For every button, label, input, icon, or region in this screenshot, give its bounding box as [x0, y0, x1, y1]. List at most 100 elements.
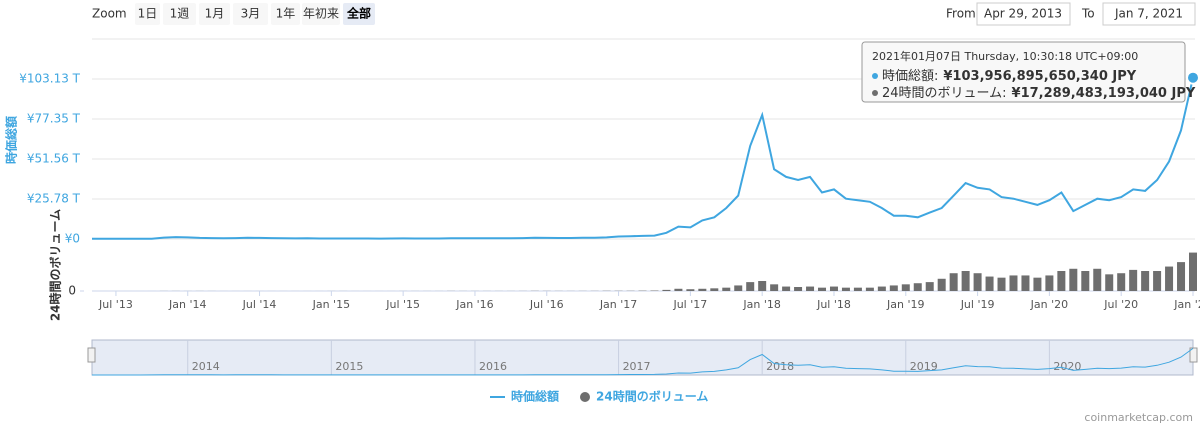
- credit: coinmarketcap.com: [1084, 411, 1193, 424]
- volume-bar: [782, 286, 791, 291]
- x-tick-label: Jan '16: [455, 298, 493, 311]
- volume-bar: [889, 285, 898, 291]
- x-tick-label: Jul '20: [1103, 298, 1138, 311]
- y-tick-label: ¥0: [65, 232, 80, 246]
- volume-bar: [734, 285, 743, 291]
- volume-bar: [973, 273, 982, 291]
- zoom-button-label[interactable]: 年初来: [303, 7, 339, 21]
- volume-bar: [1165, 266, 1174, 291]
- to-input[interactable]: [1102, 2, 1196, 26]
- volume-bar: [1033, 277, 1042, 291]
- tooltip-dot: [872, 90, 878, 96]
- tooltip-header: 2021年01月07日 Thursday, 10:30:18 UTC+09:00: [872, 49, 1138, 63]
- navigator-label: 2020: [1053, 360, 1081, 373]
- from-value[interactable]: Apr 29, 2013: [984, 7, 1062, 21]
- x-tick-label: Jul '14: [242, 298, 277, 311]
- navigator-line: [92, 347, 1194, 376]
- tooltip: [861, 41, 1186, 103]
- navigator-label: 2017: [623, 360, 651, 373]
- zoom-button-label[interactable]: 全部: [346, 6, 371, 21]
- volume-bar: [1081, 271, 1090, 291]
- volume-bar: [865, 287, 874, 291]
- tooltip-row-label: 時価総額:: [882, 69, 938, 84]
- volume-bar: [1021, 275, 1030, 291]
- to-value[interactable]: Jan 7, 2021: [1114, 7, 1183, 21]
- volume-bar: [1069, 268, 1078, 291]
- navigator-label: 2016: [479, 360, 507, 373]
- zoom-button-label[interactable]: 1年: [276, 7, 296, 21]
- volume-bar: [710, 288, 719, 291]
- volume-bar: [1045, 275, 1054, 291]
- legend-label[interactable]: 時価総額: [511, 389, 559, 404]
- x-tick-label: Jan '20: [1030, 298, 1068, 311]
- volume-bar: [1189, 252, 1197, 291]
- x-tick-label: Jul '15: [385, 298, 420, 311]
- x-tick-label: Jan '15: [312, 298, 350, 311]
- y2-axis-title: 24時間のボリューム: [48, 209, 63, 321]
- volume-bar: [794, 287, 803, 291]
- volume-bar: [1129, 269, 1138, 291]
- volume-bar: [961, 271, 970, 291]
- y-tick-label: ¥25.78 T: [27, 192, 81, 206]
- navigator-label: 2019: [910, 360, 938, 373]
- volume-bar: [770, 284, 779, 291]
- y-tick-label: ¥77.35 T: [27, 111, 81, 125]
- zoom-button[interactable]: [163, 3, 196, 25]
- tooltip-row: 24時間のボリューム: ¥17,289,483,193,040 JPY: [882, 86, 1196, 101]
- legend-label[interactable]: 24時間のボリューム: [596, 389, 708, 404]
- volume-bar: [877, 286, 886, 291]
- tooltip-row-label: 24時間のボリューム:: [882, 86, 1007, 101]
- volume-bar: [841, 287, 850, 291]
- to-label: To: [1081, 7, 1095, 21]
- volume-bar: [985, 276, 994, 291]
- volume-bar: [949, 273, 958, 291]
- zoom-button-label[interactable]: 1月: [205, 7, 225, 21]
- zoom-button[interactable]: [302, 3, 340, 25]
- tooltip-row: 時価総額: ¥103,956,895,650,340 JPY: [882, 69, 1137, 84]
- from-input[interactable]: [976, 2, 1071, 26]
- navigator-label: 2015: [335, 360, 363, 373]
- volume-bar: [1093, 268, 1102, 291]
- volume-bar: [722, 287, 731, 291]
- volume-bar: [806, 286, 815, 291]
- volume-bar: [1141, 271, 1150, 291]
- y-tick-label: ¥51.56 T: [27, 152, 81, 166]
- y-axis-title: 時価総額: [4, 116, 19, 164]
- volume-bar: [1105, 274, 1114, 291]
- zoom-button[interactable]: [233, 3, 268, 25]
- volume-bar: [901, 284, 910, 291]
- zoom-button[interactable]: [135, 3, 160, 25]
- volume-bar: [662, 289, 671, 291]
- volume-bar: [937, 278, 946, 291]
- from-label: From: [946, 7, 976, 21]
- navigator-handle[interactable]: [1189, 347, 1198, 363]
- tooltip-row-value: ¥103,956,895,650,340 JPY: [943, 69, 1136, 84]
- x-tick-label: Jan '14: [168, 298, 206, 311]
- navigator-label: 2014: [192, 360, 220, 373]
- x-tick-label: Jul '19: [960, 298, 995, 311]
- volume-bar: [674, 288, 683, 291]
- zoom-button[interactable]: [199, 3, 230, 25]
- navigator-handle[interactable]: [87, 347, 96, 363]
- legend-dot[interactable]: [580, 392, 590, 402]
- volume-bar: [686, 289, 695, 291]
- tooltip-row-value: ¥17,289,483,193,040 JPY: [1012, 86, 1196, 101]
- y-tick-label: ¥103.13 T: [19, 71, 80, 85]
- volume-bar: [1057, 271, 1066, 291]
- x-tick-label: Jul '18: [816, 298, 851, 311]
- zoom-button-label[interactable]: 1日: [138, 7, 158, 21]
- volume-bar: [698, 288, 707, 291]
- volume-bar: [913, 283, 922, 291]
- volume-bar: [829, 286, 838, 291]
- line: [92, 77, 1194, 240]
- zoom-button-label[interactable]: 1週: [170, 7, 190, 21]
- volume-bar: [758, 281, 767, 291]
- x-tick-label: Jul '17: [672, 298, 707, 311]
- zoom-button-label[interactable]: 3月: [241, 7, 261, 21]
- zoom-button[interactable]: [271, 3, 300, 25]
- zoom-button[interactable]: [343, 3, 375, 25]
- x-tick-label: Jan '19: [886, 298, 924, 311]
- zoom-label: Zoom: [92, 7, 127, 21]
- x-tick-label: Jul '13: [98, 298, 133, 311]
